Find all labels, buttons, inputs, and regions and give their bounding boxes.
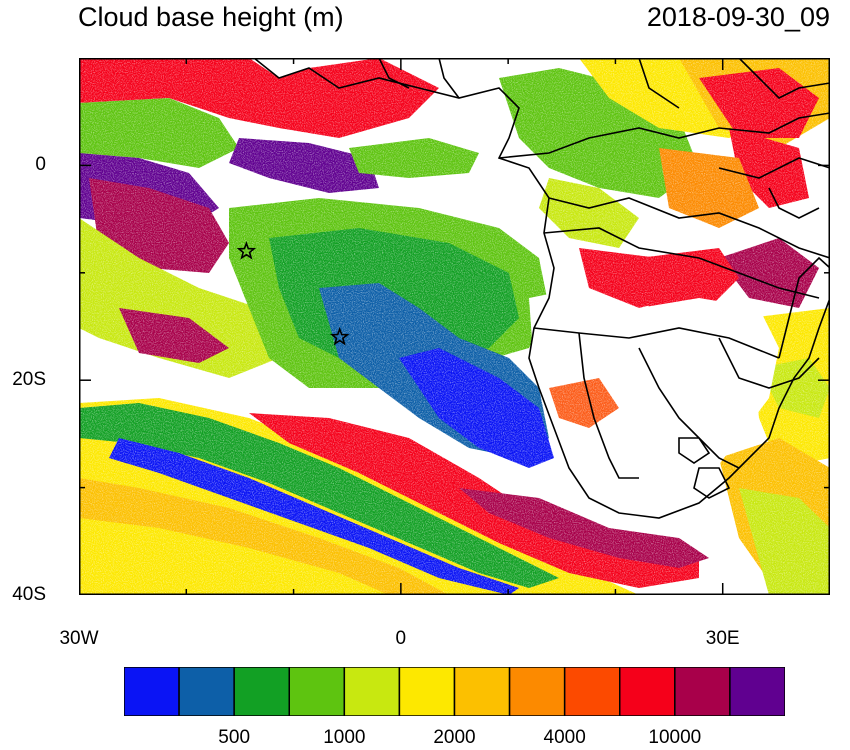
axis-ticks — [79, 58, 830, 595]
colorbar-swatch — [563, 667, 621, 716]
cloud-base-map — [79, 58, 830, 595]
star-icon — [329, 326, 350, 346]
colorbar-label: 10000 — [648, 727, 702, 748]
coastline — [253, 58, 830, 519]
colorbar — [124, 667, 785, 716]
colorbar-swatch — [619, 667, 676, 716]
map-border — [79, 58, 830, 595]
y-tick-label: 20S — [12, 369, 46, 391]
colorbar-swatch — [729, 667, 785, 716]
colorbar-swatch — [343, 667, 401, 716]
x-tick-label: 0 — [395, 628, 407, 649]
star-icon — [236, 240, 257, 260]
x-tick-label: 30E — [705, 628, 740, 649]
colorbar-label: 500 — [218, 727, 251, 748]
y-tick-label: 0 — [35, 154, 46, 176]
map-title: Cloud base height (m) — [78, 2, 344, 32]
colorbar-label: 4000 — [543, 727, 586, 748]
x-tick-label: 30W — [59, 628, 99, 649]
colorbar-label: 2000 — [433, 727, 476, 748]
colorbar-swatch — [124, 667, 180, 716]
colorbar-swatch — [398, 667, 456, 716]
y-tick-label: 40S — [12, 584, 46, 605]
cloud-field — [79, 58, 830, 595]
map-timestamp: 2018-09-30_09 — [646, 2, 830, 32]
colorbar-swatch — [288, 667, 346, 716]
star-markers — [236, 240, 350, 346]
colorbar-swatch — [233, 667, 290, 716]
map-canvas — [79, 58, 830, 595]
colorbar-swatch — [674, 667, 731, 716]
colorbar-swatches — [124, 667, 785, 716]
colorbar-swatch — [508, 667, 566, 716]
colorbar-label: 1000 — [323, 727, 366, 748]
colorbar-swatch — [178, 667, 235, 716]
colorbar-swatch — [453, 667, 511, 716]
